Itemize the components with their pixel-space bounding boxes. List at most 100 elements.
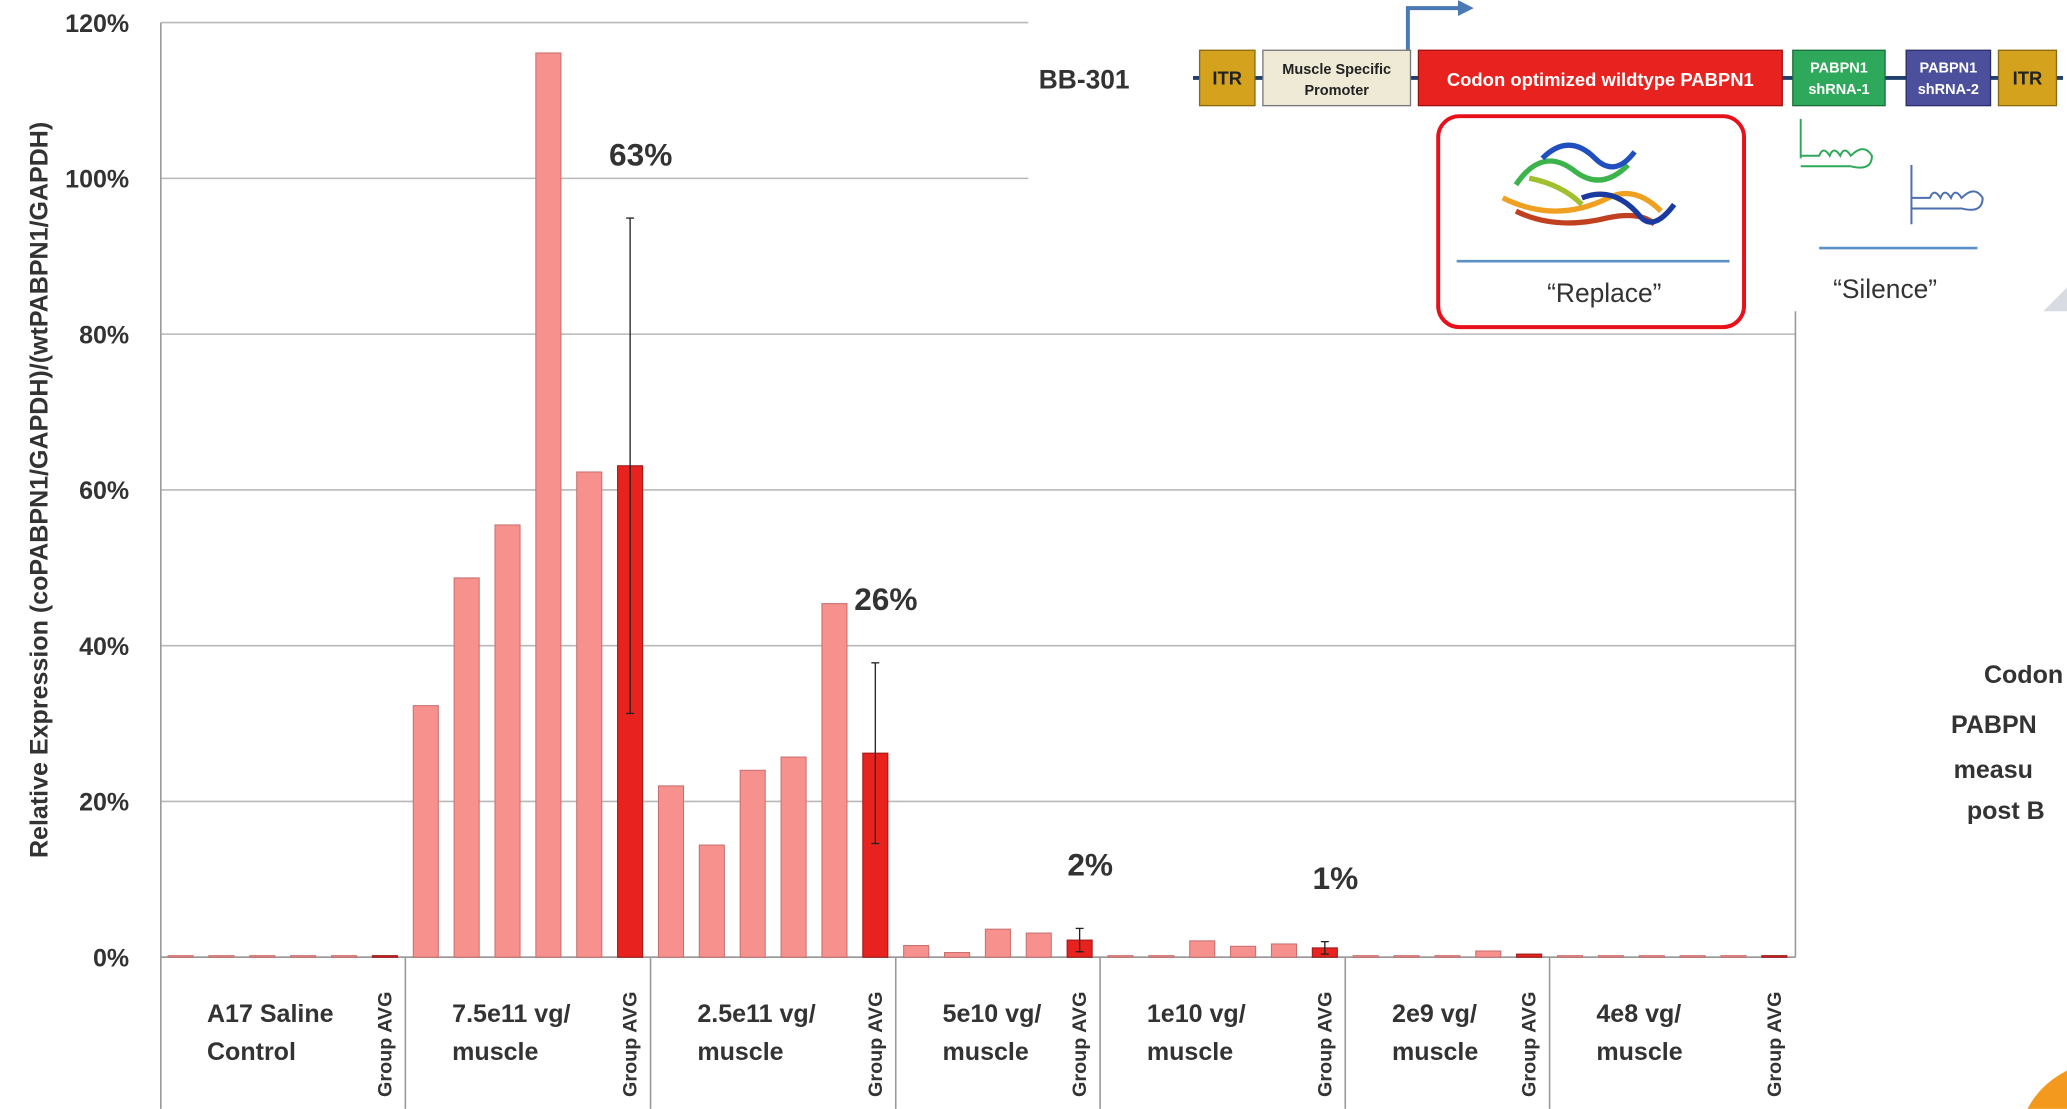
shrna2-box — [1905, 49, 1992, 107]
group-avg-bar — [371, 955, 398, 958]
bar — [1720, 955, 1747, 958]
y-tick-label: 20% — [79, 789, 129, 817]
bar — [1597, 955, 1624, 958]
bar — [1148, 955, 1175, 958]
replace-frame — [1436, 114, 1747, 330]
group-label: muscle — [1596, 1038, 1682, 1066]
promoter-box — [1262, 49, 1412, 107]
bar — [780, 756, 807, 958]
diagram-background — [1028, 0, 1796, 312]
shrna1-hairpin — [1799, 118, 1873, 169]
replace-label: “Replace” — [1547, 278, 1661, 308]
y-tick-label: 100% — [65, 166, 129, 194]
bar — [249, 955, 276, 958]
bar — [984, 928, 1011, 958]
promoter-label: Muscle Specific — [1282, 62, 1391, 78]
bar — [903, 945, 930, 958]
group-label: 4e8 vg/ — [1596, 1000, 1681, 1028]
corner-arc — [2027, 1070, 2067, 1109]
group-label: 1e10 vg/ — [1147, 1000, 1246, 1028]
bar — [535, 52, 562, 958]
transgene-label: Codon optimized wildtype PABPN1 — [1447, 69, 1754, 90]
x-tick-label: Group AVG — [620, 992, 642, 1097]
group-avg-bar — [1516, 953, 1543, 958]
value-label: 63% — [609, 136, 672, 172]
transgene-box — [1417, 49, 1783, 107]
bar — [1230, 945, 1257, 958]
value-label: 2% — [1067, 847, 1113, 883]
bar — [167, 955, 194, 958]
bar — [208, 955, 235, 958]
bar — [1352, 955, 1379, 958]
plot-area: Relative Expression (coPABPN1/GAPDH)/(wt… — [25, 10, 1796, 1109]
itr-box — [1198, 49, 1256, 107]
bar — [1270, 943, 1298, 958]
x-tick-label: Group AVG — [1764, 992, 1786, 1097]
group-label: A17 Saline — [207, 1000, 334, 1028]
itr-label: ITR — [2013, 68, 2043, 89]
bar — [1107, 955, 1134, 958]
x-tick-label: Group AVG — [1314, 992, 1336, 1097]
bar — [576, 471, 603, 958]
protein-structure — [1501, 142, 1677, 227]
y-tick-label: 60% — [79, 477, 129, 505]
bar — [453, 577, 480, 958]
shrna2-hairpin — [1910, 164, 1984, 225]
promoter-arrow — [1405, 6, 1461, 51]
promoter-arrowhead — [1457, 0, 1474, 16]
y-tick-label: 120% — [65, 10, 129, 38]
y-tick-label: 40% — [79, 633, 129, 661]
bar — [1189, 940, 1216, 958]
y-tick-label: 0% — [93, 944, 129, 972]
group-label: muscle — [697, 1038, 783, 1066]
itr-label: ITR — [1212, 68, 1242, 89]
side-text: post B — [1967, 797, 2045, 825]
bar — [1638, 955, 1665, 958]
side-text: Codon — [1984, 661, 2063, 689]
silence-label: “Silence” — [1833, 274, 1937, 304]
itr-box — [1997, 49, 2058, 107]
shrna1-label: PABPN1 — [1810, 61, 1868, 77]
shrna2-label: PABPN1 — [1919, 61, 1977, 77]
bar — [412, 705, 439, 958]
bar — [1475, 950, 1502, 958]
side-background — [1796, 0, 2067, 1109]
bar — [494, 524, 521, 958]
group-label: 7.5e11 vg/ — [452, 1000, 570, 1028]
x-tick-label: Group AVG — [1519, 992, 1541, 1097]
side-text: measu — [1954, 756, 2033, 784]
bar — [1556, 955, 1584, 958]
group-label: 2.5e11 vg/ — [697, 1000, 815, 1028]
group-label: muscle — [452, 1038, 538, 1066]
group-label: muscle — [1392, 1038, 1478, 1066]
group-label: Control — [207, 1038, 296, 1066]
bar — [739, 769, 766, 958]
shrna1-box — [1792, 49, 1886, 107]
bar — [331, 955, 358, 958]
value-label: 1% — [1313, 860, 1359, 896]
value-label: 26% — [854, 581, 917, 617]
bar — [698, 844, 725, 958]
side-text: PABPN — [1951, 711, 2037, 739]
group-label: 2e9 vg/ — [1392, 1000, 1477, 1028]
group-label: 5e10 vg/ — [943, 1000, 1042, 1028]
y-tick-label: 80% — [79, 321, 129, 349]
group-label: muscle — [1147, 1038, 1233, 1066]
x-tick-label: Group AVG — [1069, 992, 1091, 1097]
x-tick-label: Group AVG — [375, 992, 397, 1097]
bar — [290, 955, 317, 958]
shrna1-label: shRNA-1 — [1808, 82, 1869, 98]
bar — [1025, 932, 1052, 958]
construct-diagram: BB-301 ITR Muscle Specific Promoter Codo… — [1028, 0, 2067, 1109]
bar — [821, 603, 848, 958]
bar — [657, 785, 685, 958]
bar — [1434, 955, 1461, 958]
x-tick-label: Group AVG — [865, 992, 887, 1097]
group-label: muscle — [943, 1038, 1029, 1066]
bar — [943, 952, 971, 958]
bar — [1679, 955, 1706, 958]
y-axis-title: Relative Expression (coPABPN1/GAPDH)/(wt… — [25, 122, 53, 858]
bar — [1393, 955, 1420, 958]
group-avg-bar — [1761, 955, 1788, 958]
